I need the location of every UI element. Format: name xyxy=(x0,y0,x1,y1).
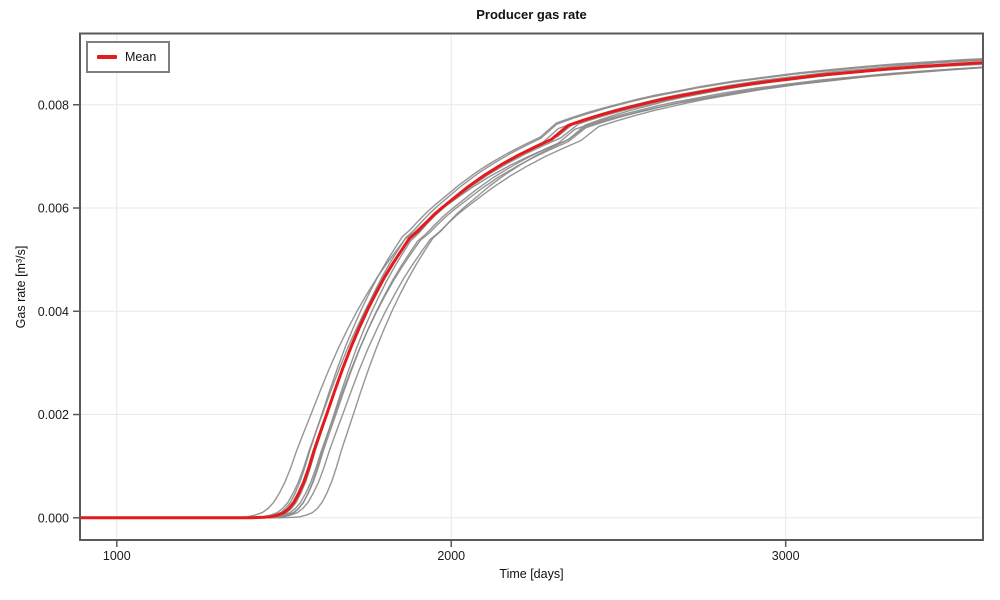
axis-ticks: 1000 2000 3000 0.000 0.002 0.004 0.006 0.008 xyxy=(38,98,800,563)
realization-line-7 xyxy=(81,66,983,519)
y-tick-label: 0.002 xyxy=(38,408,69,422)
plot-border xyxy=(79,32,984,541)
y-tick-label: 0.004 xyxy=(38,305,69,319)
realization-line-2 xyxy=(82,57,983,519)
mean-line xyxy=(80,61,983,520)
realization-line-1 xyxy=(80,66,983,519)
x-tick-label: 1000 xyxy=(103,549,131,563)
y-tick-label: 0.006 xyxy=(38,202,69,216)
y-tick-label: 0.008 xyxy=(38,98,69,112)
realization-line-9 xyxy=(80,62,983,519)
y-axis-label: Gas rate [m³/s] xyxy=(14,245,28,329)
realization-line-5 xyxy=(80,66,983,519)
realization-line-10 xyxy=(104,63,983,519)
y-tick-label: 0.000 xyxy=(38,511,69,525)
realization-line-3 xyxy=(80,59,983,519)
chart-title: Producer gas rate xyxy=(476,7,587,22)
curves xyxy=(80,57,983,520)
legend: Mean xyxy=(86,41,171,73)
realization-line-4 xyxy=(92,58,983,519)
mean-line-swatch xyxy=(97,55,117,59)
x-tick-label: 2000 xyxy=(437,549,465,563)
x-tick-label: 3000 xyxy=(772,549,800,563)
legend-label-mean: Mean xyxy=(125,50,157,64)
realization-line-8 xyxy=(116,61,983,519)
x-axis-label: Time [days] xyxy=(499,567,564,581)
gridlines xyxy=(80,33,983,540)
